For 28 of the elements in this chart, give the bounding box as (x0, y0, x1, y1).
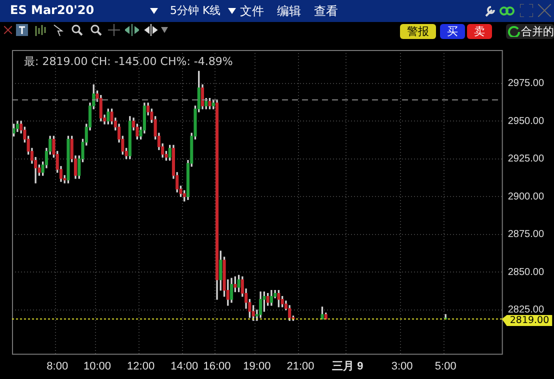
y-tick-label: 2825.00 (508, 304, 544, 316)
x-tick-label: 5:00 (434, 360, 456, 372)
x-tick-label: 10:00 (84, 360, 112, 372)
text: 编辑 (277, 3, 301, 20)
x-tick-label: 3:00 (391, 360, 413, 372)
y-tick-label: 2875.00 (508, 229, 544, 240)
text: 卖 (467, 24, 492, 39)
x-tick-label: 14:00 (170, 360, 198, 372)
text: 买 (440, 24, 465, 39)
text: 查看 (314, 3, 338, 20)
y-tick-label: 2900.00 (508, 191, 544, 202)
y-tick-label: 2975.00 (508, 78, 544, 89)
x-tick-label: 19:00 (243, 360, 271, 372)
x-tick-label: 16:00 (203, 360, 231, 372)
y-tick-label: 2950.00 (508, 116, 544, 127)
chart-title: ES Mar20'20 (10, 3, 94, 17)
x-tick-label: 21:00 (286, 360, 314, 372)
x-tick-label: 12:00 (127, 360, 155, 372)
y-tick-label: 2925.00 (508, 154, 544, 165)
text: 5分钟 K线 (170, 3, 221, 18)
text: 最: 2819.00 CH: -145.00 CH%: -4.89% (24, 54, 233, 68)
text: 合并的 (506, 24, 554, 39)
x-tick-label: 8:00 (46, 360, 68, 372)
text: 文件 (240, 3, 264, 20)
x-tick-label: 三月 9 (332, 360, 364, 372)
text: 警报 (400, 24, 436, 39)
y-tick-label: 2850.00 (508, 266, 544, 278)
ref-line-label: 2819.00 (510, 315, 550, 326)
